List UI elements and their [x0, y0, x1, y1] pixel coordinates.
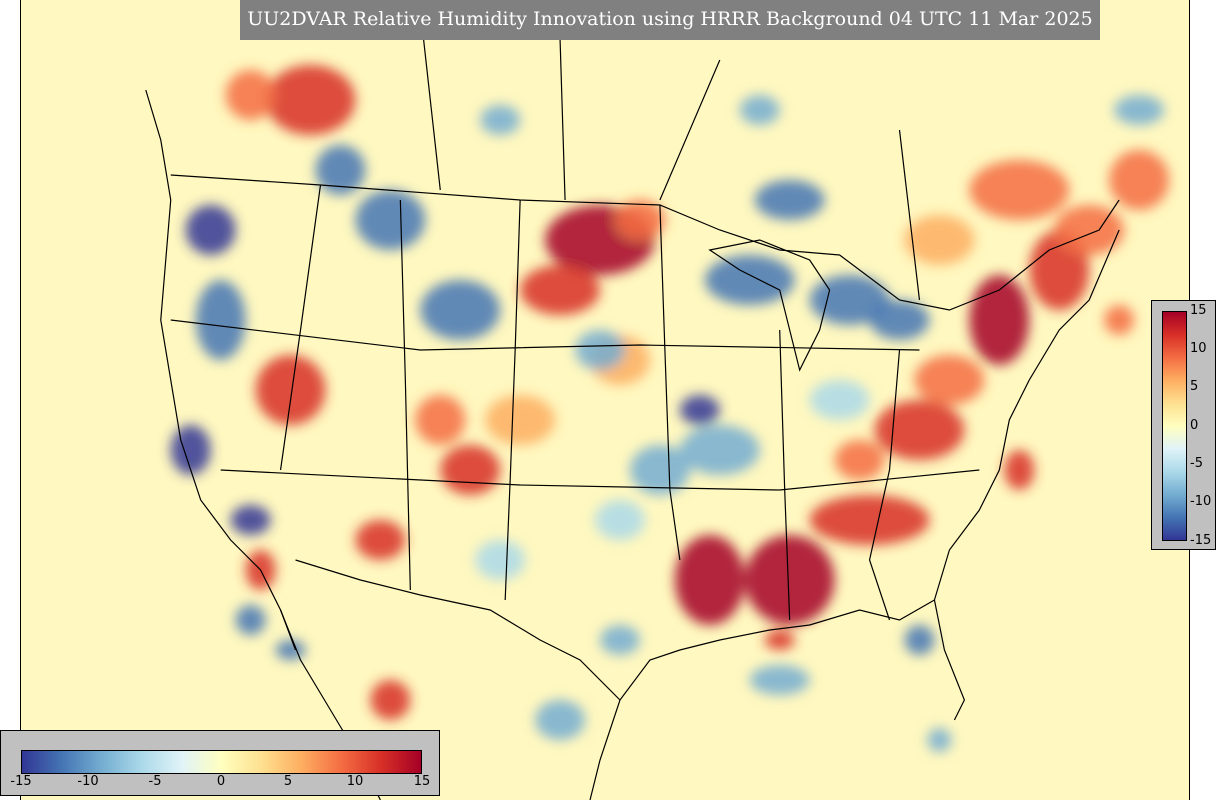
map-background	[21, 0, 1189, 800]
state-line-7	[779, 329, 791, 621]
innovation-patch	[679, 395, 720, 425]
innovation-patch	[904, 215, 975, 265]
state-line-6	[399, 199, 411, 591]
innovation-patch	[600, 625, 640, 655]
map-title: UU2DVAR Relative Humidity Innovation usi…	[240, 0, 1100, 40]
innovation-patch	[255, 355, 326, 425]
innovation-patch	[744, 535, 835, 625]
innovation-patch	[225, 70, 276, 120]
vertical-colorbar-tick: 15	[1190, 303, 1207, 318]
state-line-8	[868, 349, 901, 621]
gulf-coastline	[589, 599, 935, 800]
innovation-patch	[535, 700, 586, 740]
west-coastline	[145, 89, 297, 651]
innovation-patch	[230, 505, 271, 535]
innovation-patch	[1114, 95, 1165, 125]
innovation-patch	[420, 280, 501, 340]
innovation-patch	[869, 300, 930, 340]
horizontal-colorbar: -15 -10 -5 0 5 10 15	[0, 730, 440, 796]
vertical-colorbar-tick: -15	[1190, 533, 1212, 548]
innovation-patch	[679, 425, 760, 475]
innovation-patch	[914, 355, 985, 405]
innovation-field	[170, 65, 1170, 752]
innovation-patch	[170, 425, 211, 475]
boundary-lines	[145, 9, 1120, 800]
innovation-patch	[355, 520, 406, 560]
innovation-patch	[235, 605, 266, 635]
vertical-colorbar: 15 10 5 0 -5 -10 -15	[1151, 300, 1216, 550]
innovation-patch	[415, 395, 466, 445]
us-canada-border	[170, 174, 1120, 311]
innovation-patch	[629, 445, 690, 495]
state-line-5	[220, 469, 980, 491]
innovation-patch	[749, 665, 810, 695]
horizontal-colorbar-tick: -5	[148, 774, 162, 789]
innovation-map	[21, 0, 1189, 800]
innovation-patch	[674, 535, 745, 625]
innovation-patch	[575, 330, 625, 370]
state-line-2	[504, 199, 521, 601]
innovation-patch	[195, 280, 246, 360]
innovation-patch	[370, 680, 411, 720]
innovation-patch	[809, 380, 870, 420]
vertical-colorbar-tick: 5	[1190, 379, 1199, 394]
innovation-patch	[809, 495, 930, 545]
innovation-patch	[595, 500, 645, 540]
innovation-patch	[1004, 450, 1035, 490]
state-line-3	[659, 204, 681, 561]
state-line-1	[279, 184, 322, 471]
innovation-patch	[315, 145, 366, 195]
innovation-patch	[1104, 305, 1135, 335]
innovation-patch	[1054, 205, 1125, 255]
great-lakes-outline	[708, 239, 831, 372]
mexico-border	[295, 559, 621, 701]
innovation-patch	[614, 200, 665, 240]
innovation-patch	[1109, 150, 1170, 210]
canada-province-line-1	[419, 9, 441, 191]
horizontal-colorbar-tick: -15	[10, 774, 32, 789]
canada-province-line-2	[559, 39, 566, 201]
innovation-patch	[480, 105, 521, 135]
innovation-patch	[754, 180, 825, 220]
innovation-patch	[874, 400, 965, 460]
horizontal-colorbar-tick: 5	[283, 774, 293, 789]
innovation-patch	[520, 265, 601, 315]
innovation-patch	[969, 160, 1070, 220]
innovation-patch	[969, 275, 1030, 365]
vertical-colorbar-tick: 10	[1190, 341, 1207, 356]
vertical-colorbar-gradient	[1162, 311, 1187, 541]
innovation-patch	[904, 625, 935, 655]
innovation-patch	[834, 440, 885, 480]
map-area	[20, 0, 1190, 800]
horizontal-colorbar-tick: -10	[77, 774, 99, 789]
innovation-patch	[265, 65, 356, 135]
east-coastline	[933, 229, 1120, 721]
innovation-patch	[764, 630, 795, 650]
innovation-patch	[475, 540, 526, 580]
vertical-colorbar-tick: -5	[1190, 456, 1203, 471]
vertical-colorbar-tick: 0	[1190, 418, 1199, 433]
canada-province-line-4	[898, 129, 921, 301]
innovation-patch	[704, 255, 795, 305]
innovation-patch	[355, 190, 426, 250]
innovation-patch	[485, 395, 556, 445]
vertical-colorbar-tick: -10	[1190, 494, 1212, 509]
horizontal-colorbar-tick: 0	[216, 774, 226, 789]
innovation-patch	[739, 95, 780, 125]
innovation-patch	[185, 205, 236, 255]
innovation-patch	[927, 728, 952, 752]
horizontal-colorbar-gradient	[21, 750, 422, 774]
innovation-patch	[440, 445, 501, 495]
horizontal-colorbar-tick: 15	[413, 774, 431, 789]
innovation-patch	[275, 640, 306, 660]
innovation-patch	[809, 275, 890, 325]
horizontal-colorbar-tick: 10	[346, 774, 364, 789]
canada-province-line-3	[659, 59, 721, 201]
